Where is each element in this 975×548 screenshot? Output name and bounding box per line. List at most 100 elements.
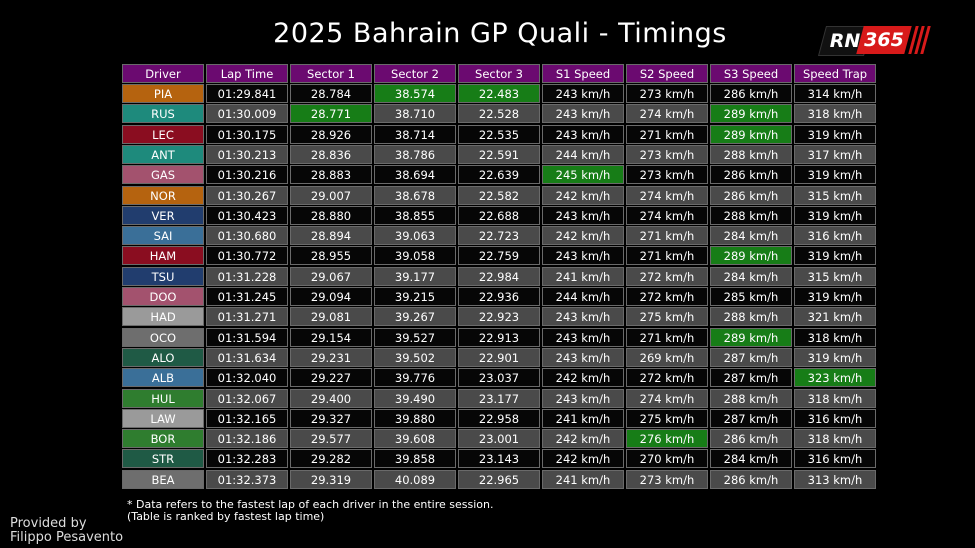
column-header: S3 Speed — [710, 64, 792, 83]
table-cell: 22.535 — [458, 124, 540, 144]
driver-cell: GAS — [122, 165, 204, 185]
table-cell: 243 km/h — [542, 246, 624, 266]
table-cell: 01:32.067 — [206, 388, 288, 408]
table-cell: 39.177 — [374, 266, 456, 286]
table-cell: 29.227 — [290, 368, 372, 388]
table-cell: 01:30.009 — [206, 104, 288, 124]
table-cell: 28.883 — [290, 165, 372, 185]
table-cell: 29.577 — [290, 429, 372, 449]
table-cell: 289 km/h — [710, 124, 792, 144]
table-cell: 286 km/h — [710, 469, 792, 489]
credit: Filippo Pesavento — [10, 530, 124, 545]
column-header: Lap Time — [206, 64, 288, 83]
table-cell: 319 km/h — [794, 205, 876, 225]
table-cell: 29.067 — [290, 266, 372, 286]
table-cell: 288 km/h — [710, 205, 792, 225]
footnote: (Table is ranked by fastest lap time) — [127, 510, 325, 523]
table-cell: 274 km/h — [626, 205, 708, 225]
driver-cell: DOO — [122, 287, 204, 306]
table-cell: 01:31.594 — [206, 327, 288, 347]
table-cell: 241 km/h — [542, 469, 624, 489]
driver-cell: TSU — [122, 266, 204, 286]
table-cell: 38.694 — [374, 165, 456, 185]
table-cell: 38.786 — [374, 144, 456, 164]
table-cell: 22.984 — [458, 266, 540, 286]
table-cell: 272 km/h — [626, 266, 708, 286]
column-header: S2 Speed — [626, 64, 708, 83]
table-cell: 22.923 — [458, 307, 540, 327]
logo: RN 365 — [817, 26, 931, 56]
driver-cell: NOR — [122, 185, 204, 205]
table-cell: 39.267 — [374, 307, 456, 327]
table-cell: 29.007 — [290, 185, 372, 205]
driver-cell: PIA — [122, 84, 204, 103]
table-cell: 38.714 — [374, 124, 456, 144]
table-cell: 271 km/h — [626, 246, 708, 266]
table-cell: 285 km/h — [710, 287, 792, 306]
table-cell: 28.836 — [290, 144, 372, 164]
table-cell: 315 km/h — [794, 266, 876, 286]
table-cell: 01:30.213 — [206, 144, 288, 164]
credit: Provided by — [10, 516, 87, 531]
table-cell: 29.231 — [290, 347, 372, 367]
table-cell: 22.965 — [458, 469, 540, 489]
table-cell: 242 km/h — [542, 449, 624, 469]
table-cell: 23.001 — [458, 429, 540, 449]
table-cell: 29.154 — [290, 327, 372, 347]
table-cell: 28.894 — [290, 226, 372, 246]
table-cell: 242 km/h — [542, 185, 624, 205]
driver-cell: STR — [122, 449, 204, 469]
driver-cell: LAW — [122, 408, 204, 428]
table-cell: 287 km/h — [710, 368, 792, 388]
table-cell: 22.639 — [458, 165, 540, 185]
table-cell: 01:32.373 — [206, 469, 288, 489]
table-cell: 01:32.283 — [206, 449, 288, 469]
table-cell: 22.958 — [458, 408, 540, 428]
table-cell: 243 km/h — [542, 104, 624, 124]
table-cell: 23.037 — [458, 368, 540, 388]
table-cell: 274 km/h — [626, 388, 708, 408]
table-cell: 272 km/h — [626, 287, 708, 306]
table-cell: 29.319 — [290, 469, 372, 489]
table-cell: 319 km/h — [794, 124, 876, 144]
table-cell: 29.081 — [290, 307, 372, 327]
table-cell: 28.926 — [290, 124, 372, 144]
driver-cell: HAD — [122, 307, 204, 327]
table-cell: 319 km/h — [794, 246, 876, 266]
table-cell: 314 km/h — [794, 84, 876, 103]
table-cell: 318 km/h — [794, 104, 876, 124]
table-cell: 321 km/h — [794, 307, 876, 327]
table-cell: 39.527 — [374, 327, 456, 347]
table-cell: 01:32.040 — [206, 368, 288, 388]
table-cell: 287 km/h — [710, 347, 792, 367]
table-cell: 241 km/h — [542, 408, 624, 428]
table-cell: 38.574 — [374, 84, 456, 103]
table-cell: 275 km/h — [626, 408, 708, 428]
driver-cell: BEA — [122, 469, 204, 489]
table-cell: 245 km/h — [542, 165, 624, 185]
table-cell: 28.880 — [290, 205, 372, 225]
column-header: Sector 2 — [374, 64, 456, 83]
table-cell: 243 km/h — [542, 388, 624, 408]
table-cell: 242 km/h — [542, 429, 624, 449]
table-cell: 271 km/h — [626, 327, 708, 347]
table-cell: 286 km/h — [710, 185, 792, 205]
table-cell: 39.608 — [374, 429, 456, 449]
table-cell: 318 km/h — [794, 388, 876, 408]
table-cell: 01:30.216 — [206, 165, 288, 185]
table-cell: 315 km/h — [794, 185, 876, 205]
table-cell: 38.678 — [374, 185, 456, 205]
table-cell: 273 km/h — [626, 469, 708, 489]
driver-cell: HUL — [122, 388, 204, 408]
table-cell: 01:30.772 — [206, 246, 288, 266]
table-cell: 269 km/h — [626, 347, 708, 367]
table-cell: 01:30.175 — [206, 124, 288, 144]
table-cell: 244 km/h — [542, 287, 624, 306]
table-cell: 289 km/h — [710, 104, 792, 124]
table-cell: 39.858 — [374, 449, 456, 469]
table-cell: 243 km/h — [542, 84, 624, 103]
table-cell: 22.591 — [458, 144, 540, 164]
table-cell: 39.880 — [374, 408, 456, 428]
table-cell: 273 km/h — [626, 165, 708, 185]
